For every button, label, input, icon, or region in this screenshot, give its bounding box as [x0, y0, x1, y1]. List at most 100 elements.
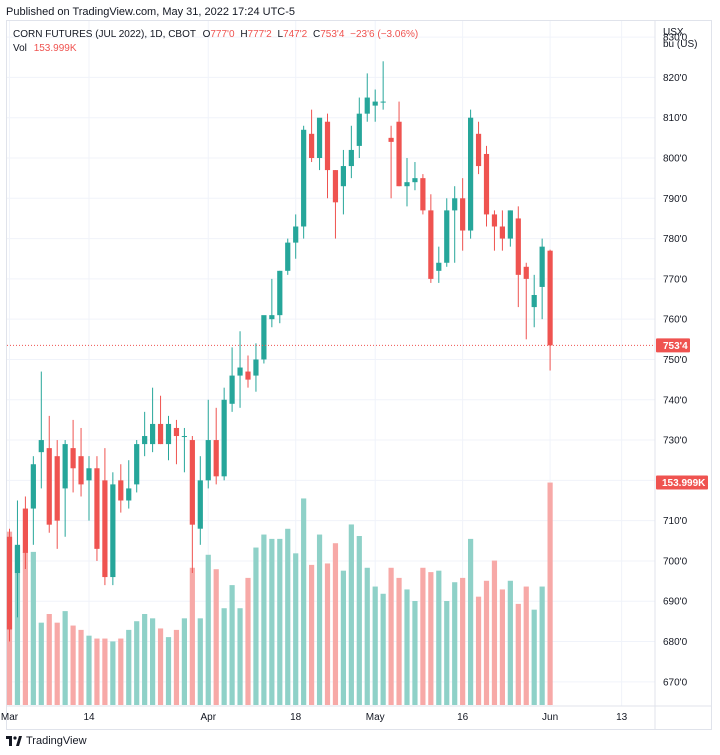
y-tick-label: 790'0 [663, 194, 688, 205]
candle-body [316, 117, 323, 158]
candle [245, 355, 251, 388]
candle [213, 407, 219, 485]
volume-bar [372, 586, 378, 705]
candle-body [380, 101, 386, 103]
candle [483, 145, 490, 227]
candle-body [523, 266, 529, 279]
volume-bar [261, 534, 267, 705]
candle-body [332, 170, 339, 203]
volume-value: 153.999K [33, 43, 77, 54]
candle [54, 440, 60, 549]
candle [110, 472, 116, 586]
candle-body [245, 371, 251, 380]
volume-bar [142, 614, 148, 705]
candle [118, 464, 124, 513]
candle [38, 371, 44, 489]
candle-body [38, 440, 44, 453]
volume-bar [110, 641, 116, 705]
candle-body [221, 399, 227, 477]
candle [293, 214, 299, 259]
volume-bar [412, 601, 418, 705]
volume-bar [340, 570, 346, 705]
y-tick-label: 780'0 [663, 234, 688, 245]
y-tick-label: 680'0 [663, 637, 688, 648]
volume-bar [269, 538, 275, 705]
candle [62, 440, 68, 537]
candle-body [293, 226, 299, 243]
candle-body [483, 153, 490, 215]
candle [412, 162, 418, 191]
candle [324, 113, 331, 199]
ohlc-row: CORN FUTURES (JUL 2022), 1D, CBOT O777'0… [13, 28, 418, 41]
y-tick-label: 710'0 [663, 516, 688, 527]
candle [380, 61, 386, 110]
x-tick-label: Apr [200, 712, 216, 723]
y-tick-label: 700'0 [663, 556, 688, 567]
candle [70, 419, 76, 493]
candles [6, 61, 553, 642]
candle [261, 315, 267, 364]
last-price-marker: 753'4 [656, 338, 690, 353]
candle-body [372, 101, 378, 106]
volume-bar [523, 586, 529, 705]
candle [102, 448, 108, 586]
candle [452, 186, 458, 263]
candle [165, 415, 172, 461]
candle [388, 125, 394, 199]
candle-body [134, 444, 140, 485]
candle [364, 73, 370, 122]
volume-bar [62, 611, 68, 705]
x-tick-label: Jun [542, 712, 558, 723]
volume-label: Vol [13, 43, 27, 54]
candle-body [118, 480, 124, 501]
volume-bar [70, 625, 76, 705]
y-tick-label: 690'0 [663, 597, 688, 608]
candle-body [30, 464, 36, 509]
volume-bar [515, 603, 521, 705]
volume-bar [301, 498, 307, 705]
candle [78, 427, 84, 497]
currency-unit[interactable]: USX bu (US) [663, 27, 697, 51]
high-value: 777'2 [247, 29, 272, 40]
candle-body [22, 508, 28, 553]
price-axis[interactable]: 670'0680'0690'0700'0710'0720'0730'0740'0… [654, 21, 688, 730]
volume-bar [22, 551, 28, 705]
candle [301, 125, 307, 239]
volume-bar [189, 567, 195, 705]
candle [253, 343, 259, 392]
candle-body [301, 129, 307, 227]
footer: TradingView [6, 735, 87, 747]
volume-bar [428, 572, 434, 705]
candle [6, 528, 13, 642]
y-tick-label: 760'0 [663, 315, 688, 326]
y-tick-label: 830'0 [663, 33, 688, 44]
volume-bar [452, 582, 458, 705]
candle [332, 170, 339, 239]
volume-bar [253, 547, 259, 705]
volume-bar [396, 577, 402, 705]
published-caption: Published on TradingView.com, May 31, 20… [6, 6, 296, 18]
volume-bar [78, 629, 84, 705]
candle-body [348, 149, 354, 167]
volume-bar [420, 567, 426, 705]
candle [547, 249, 553, 371]
time-axis[interactable]: Mar 14 Apr 18 May 16 Jun 13 [1, 705, 712, 723]
volume-bar [468, 538, 474, 705]
volume-bar [14, 546, 21, 705]
volume-bar [491, 560, 498, 705]
candle-body [94, 468, 100, 549]
candle-body [142, 436, 148, 445]
candle-body [491, 214, 498, 227]
y-tick-label: 730'0 [663, 436, 688, 447]
volume-bar [460, 577, 466, 705]
close-value: 753'4 [320, 29, 345, 40]
candle-body [547, 250, 553, 346]
volume-bar [436, 570, 442, 705]
y-tick-label: 750'0 [663, 355, 688, 366]
volume-bar [86, 635, 92, 705]
candle-body [285, 242, 291, 271]
low-label: L [277, 29, 284, 40]
candle-body [102, 480, 108, 578]
volume-bar [475, 596, 482, 705]
